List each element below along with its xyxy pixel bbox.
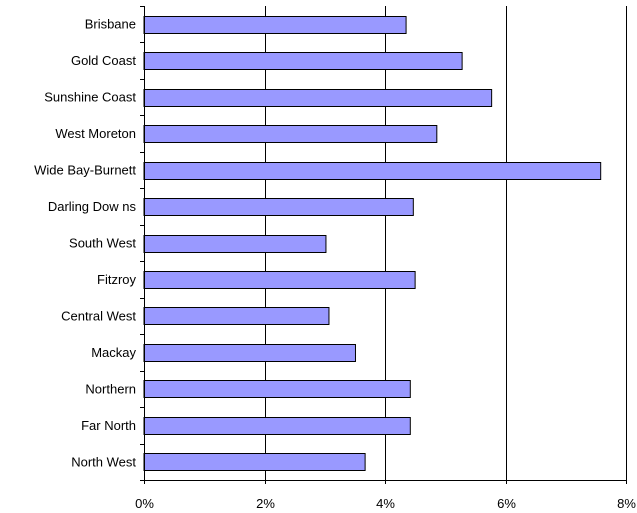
category-label: South West: [69, 236, 136, 251]
category-label: Far North: [81, 418, 136, 433]
bar: [143, 162, 602, 180]
x-tick-labels: 0% 2% 4% 6% 8%: [135, 496, 636, 511]
bar: [143, 307, 330, 325]
bar: [143, 89, 493, 107]
bar: [143, 198, 414, 216]
x-tick-label: 8%: [617, 496, 636, 511]
bars: [143, 16, 602, 471]
bar: [143, 16, 407, 34]
bar: [143, 380, 411, 398]
category-label: Darling Dow ns: [48, 199, 137, 214]
bar: [143, 453, 366, 471]
bar: [143, 52, 463, 70]
category-label: North West: [71, 454, 136, 469]
x-tick-label: 4%: [376, 496, 395, 511]
x-tick-label: 0%: [135, 496, 154, 511]
category-label: Wide Bay-Burnett: [34, 163, 136, 178]
category-label: Gold Coast: [71, 53, 136, 68]
bar: [143, 125, 438, 143]
bar: [143, 417, 411, 435]
category-label: Brisbane: [85, 17, 136, 32]
category-label: West Moreton: [55, 126, 136, 141]
category-label: Central West: [61, 308, 136, 323]
axes: [140, 6, 627, 484]
category-label: Fitzroy: [97, 272, 137, 287]
category-label: Northern: [85, 381, 136, 396]
bar: [143, 271, 416, 289]
category-label: Mackay: [91, 345, 136, 360]
category-labels: Brisbane Gold Coast Sunshine Coast West Mor…: [34, 17, 136, 470]
x-tick-label: 6%: [497, 496, 516, 511]
bar: [143, 344, 356, 362]
bar: [143, 235, 327, 253]
x-tick-label: 2%: [256, 496, 275, 511]
category-label: Sunshine Coast: [44, 90, 136, 105]
